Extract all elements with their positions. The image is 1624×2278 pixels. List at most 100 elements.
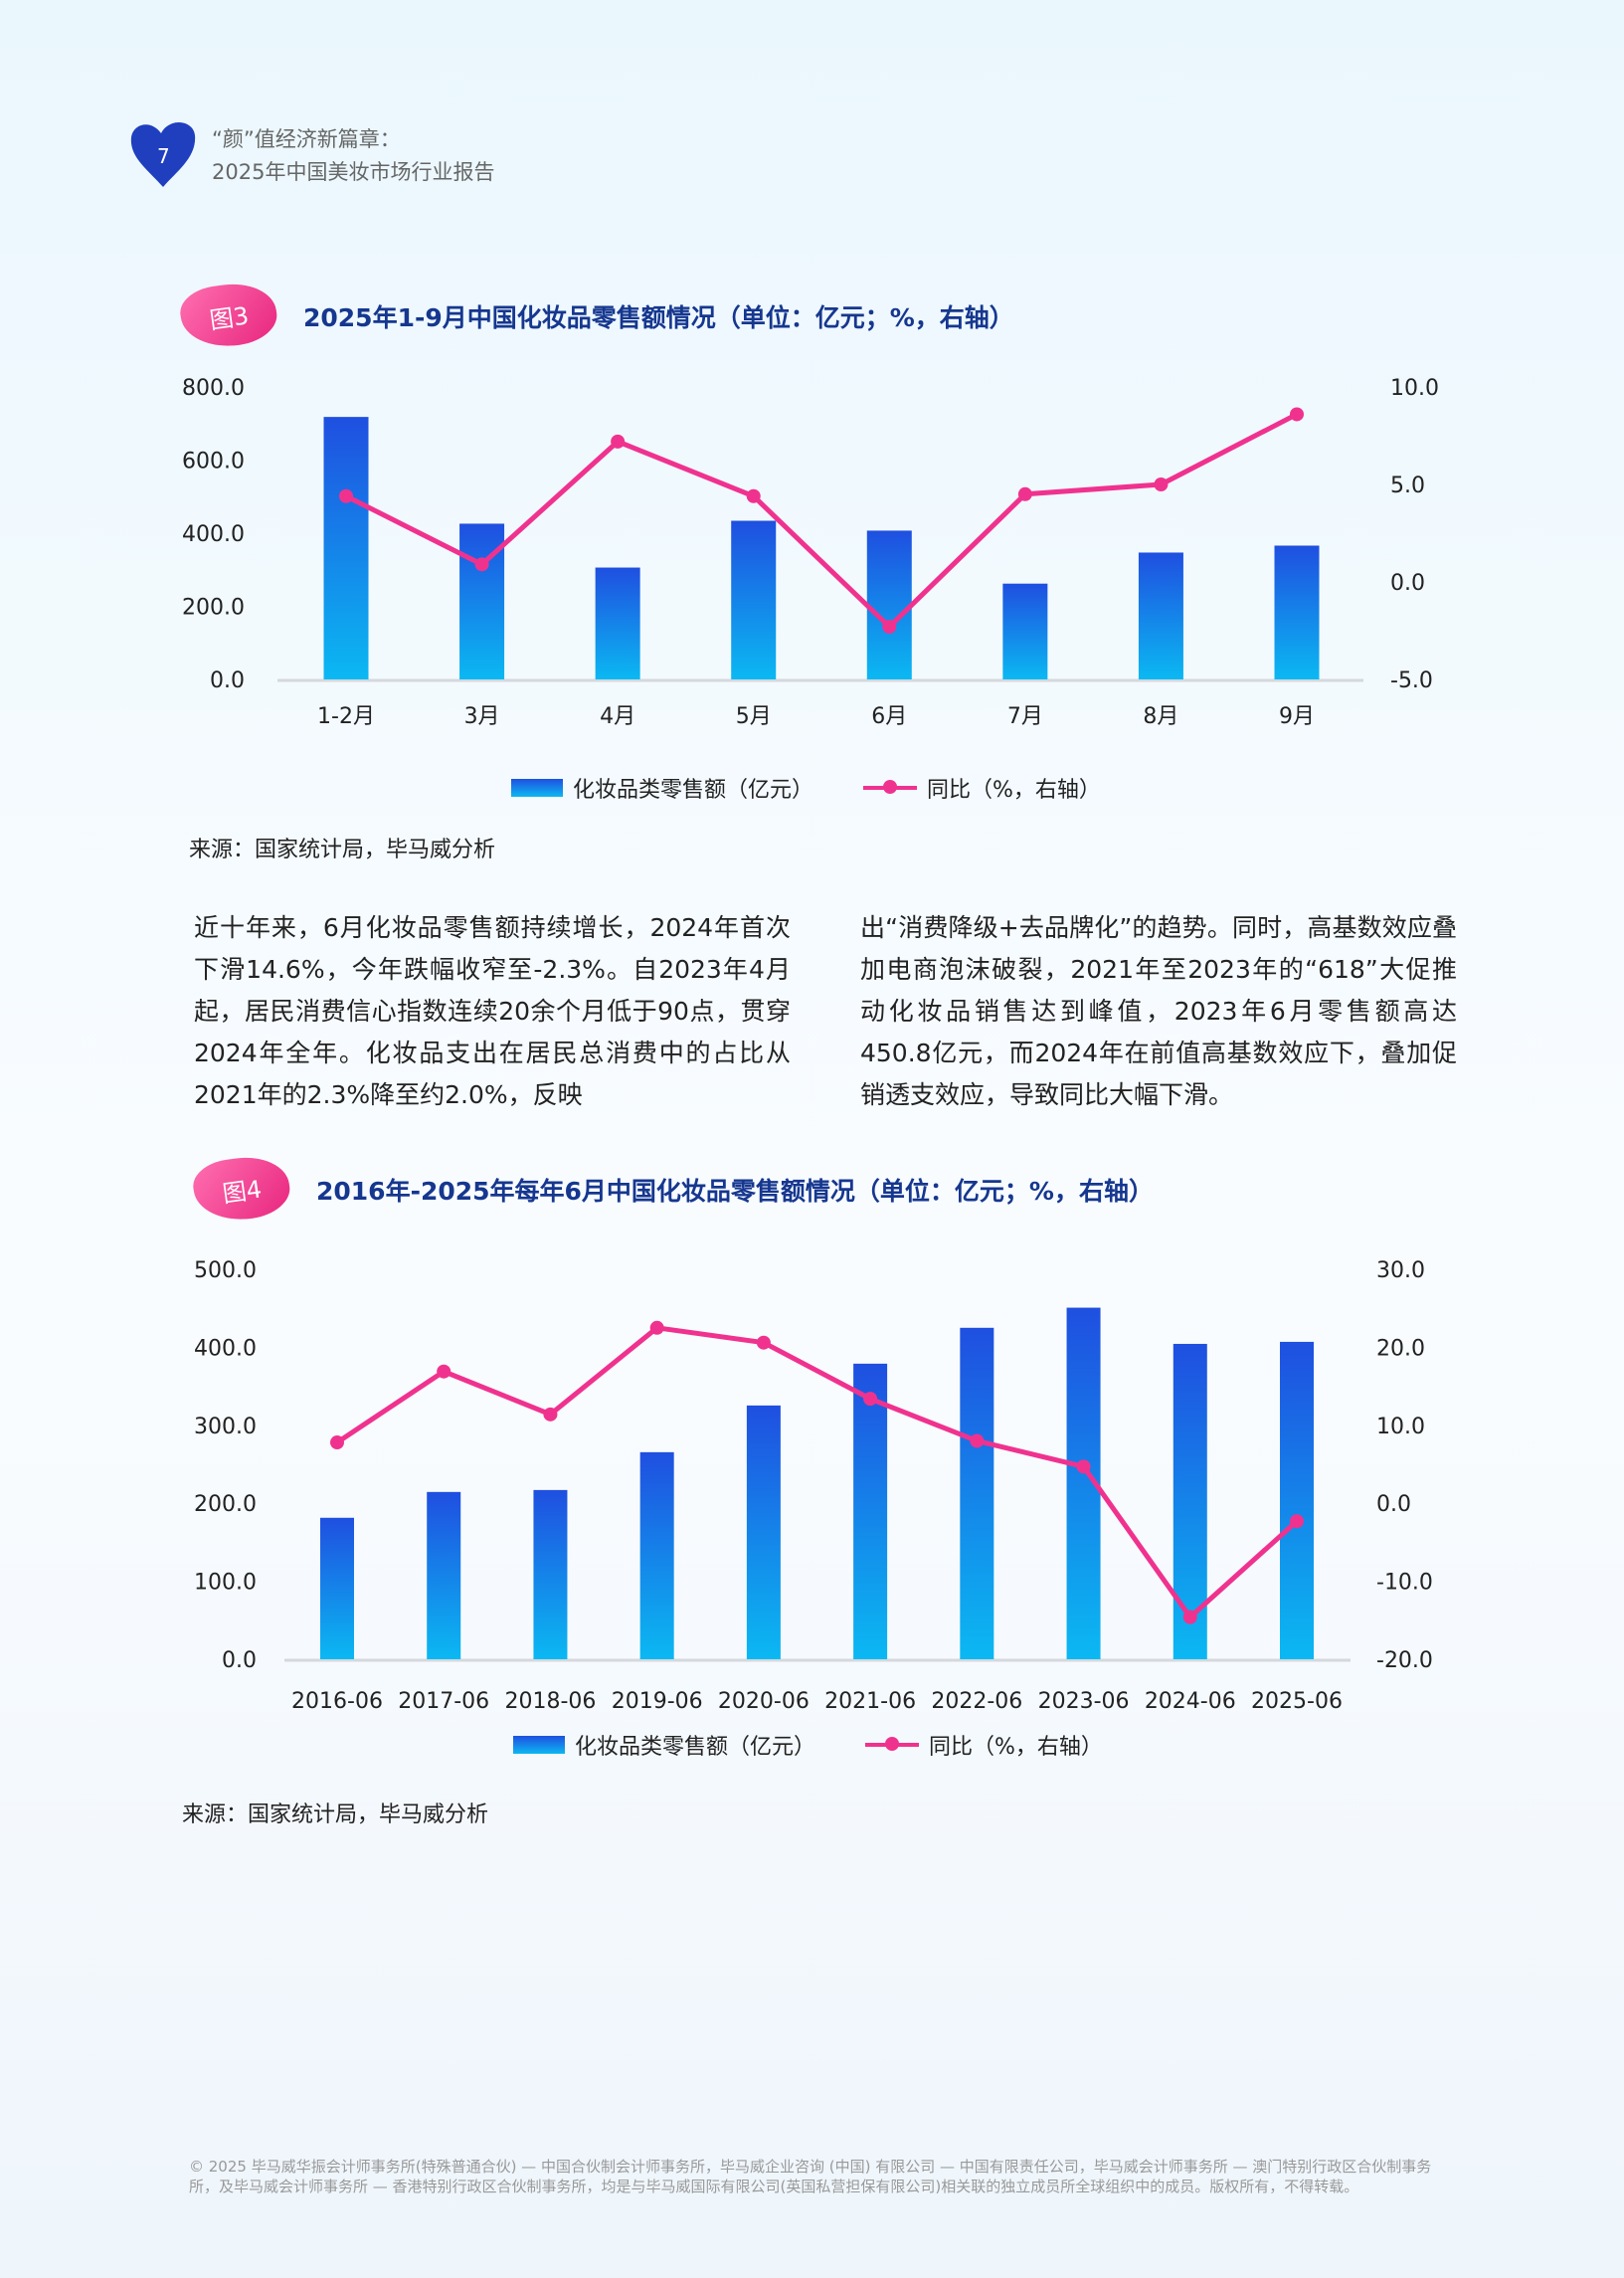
bar bbox=[746, 1405, 781, 1659]
bar bbox=[427, 1491, 461, 1659]
legend-bar-label: 化妆品类零售额（亿元） bbox=[575, 1735, 816, 1760]
yoy-point bbox=[649, 1320, 664, 1335]
yoy-point bbox=[474, 557, 489, 572]
left-axis-tick-label: 300.0 bbox=[194, 1415, 257, 1439]
legend-bar-swatch bbox=[513, 1736, 565, 1754]
figure4-legend: 化妆品类零售额（亿元） 同比（%，右轴） bbox=[513, 1729, 1103, 1761]
x-axis-tick-label: 4月 bbox=[600, 704, 635, 729]
legend-line-label: 同比（%，右轴） bbox=[927, 778, 1101, 803]
right-axis-tick-label: 10.0 bbox=[1390, 376, 1439, 401]
header-title-line2: 2025年中国美妆市场行业报告 bbox=[212, 160, 495, 184]
x-axis-tick-label: 2020-06 bbox=[718, 1689, 810, 1714]
yoy-point bbox=[339, 488, 353, 503]
yoy-point bbox=[543, 1407, 558, 1422]
right-axis-tick-label: -5.0 bbox=[1390, 668, 1433, 693]
figure4-source: 来源：国家统计局，毕马威分析 bbox=[182, 1803, 489, 1827]
left-axis-tick-label: 0.0 bbox=[222, 1648, 257, 1673]
x-axis-tick-label: 2022-06 bbox=[931, 1689, 1022, 1714]
x-axis-tick-label: 1-2月 bbox=[317, 704, 375, 729]
x-axis-tick-label: 7月 bbox=[1007, 704, 1043, 729]
x-axis-tick-label: 2025-06 bbox=[1251, 1689, 1343, 1714]
legend-line-swatch bbox=[865, 1737, 920, 1751]
bar bbox=[639, 1451, 674, 1659]
right-axis-tick-label: 0.0 bbox=[1376, 1492, 1411, 1517]
right-axis-tick-label: 0.0 bbox=[1390, 571, 1425, 596]
x-axis-tick-label: 2023-06 bbox=[1038, 1689, 1130, 1714]
bar bbox=[1274, 545, 1320, 679]
yoy-point bbox=[756, 1335, 771, 1350]
bar bbox=[1280, 1341, 1314, 1659]
figure3-chart: 0.0 200.0 400.0 600.0 800.0 -5.0 0.0 5.0 10.0 1-2… bbox=[182, 376, 1439, 729]
yoy-point bbox=[1290, 1514, 1304, 1529]
yoy-point bbox=[1076, 1459, 1091, 1474]
bar bbox=[323, 417, 369, 679]
legend-bar-label: 化妆品类零售额（亿元） bbox=[573, 778, 814, 803]
left-axis-tick-label: 500.0 bbox=[194, 1258, 257, 1283]
figure4-badge: 图4 bbox=[190, 1151, 293, 1227]
bar bbox=[1138, 552, 1183, 679]
left-axis-tick-label: 800.0 bbox=[182, 376, 245, 401]
right-axis-tick-label: 20.0 bbox=[1376, 1336, 1425, 1361]
body-paragraph-right: 出“消费降级+去品牌化”的趋势。同时，高基数效应叠加电商泡沫破裂，2021年至2… bbox=[860, 913, 1457, 1109]
yoy-point bbox=[970, 1433, 985, 1448]
left-axis-tick-label: 400.0 bbox=[194, 1336, 257, 1361]
left-axis-tick-label: 100.0 bbox=[194, 1571, 257, 1596]
figure3-badge: 图3 bbox=[177, 278, 280, 353]
figure4-title: 2016年-2025年每年6月中国化妆品零售额情况（单位：亿元；%，右轴） bbox=[316, 1177, 1154, 1206]
yoy-point bbox=[330, 1435, 344, 1450]
left-axis-tick-label: 200.0 bbox=[194, 1492, 257, 1517]
legend-line-swatch bbox=[863, 780, 918, 794]
right-axis-tick-label: -10.0 bbox=[1376, 1571, 1433, 1596]
legend-bar-swatch bbox=[511, 779, 563, 797]
yoy-point bbox=[1182, 1610, 1197, 1624]
yoy-point bbox=[1290, 407, 1304, 422]
yoy-point bbox=[611, 434, 626, 449]
x-axis-tick-label: 5月 bbox=[736, 704, 772, 729]
x-axis-tick-label: 2017-06 bbox=[398, 1689, 489, 1714]
left-axis-tick-label: 200.0 bbox=[182, 596, 245, 621]
x-axis-tick-label: 8月 bbox=[1143, 704, 1178, 729]
yoy-point bbox=[1154, 477, 1169, 491]
x-axis-tick-label: 6月 bbox=[871, 704, 907, 729]
yoy-point bbox=[437, 1364, 451, 1379]
bar bbox=[320, 1517, 354, 1659]
x-axis-tick-label: 2018-06 bbox=[504, 1689, 596, 1714]
bar bbox=[595, 567, 640, 679]
bar bbox=[853, 1363, 888, 1659]
yoy-point bbox=[863, 1392, 878, 1407]
bar bbox=[1002, 583, 1048, 679]
header-title-line1: “颜”值经济新篇章： bbox=[212, 127, 401, 151]
x-axis-tick-label: 2019-06 bbox=[612, 1689, 703, 1714]
heart-logo-icon: 7 bbox=[130, 121, 196, 187]
x-axis-tick-label: 2021-06 bbox=[824, 1689, 916, 1714]
x-axis-tick-label: 9月 bbox=[1279, 704, 1315, 729]
report-header: “颜”值经济新篇章： 2025年中国美妆市场行业报告 bbox=[212, 123, 494, 189]
x-axis-tick-label: 2016-06 bbox=[291, 1689, 383, 1714]
page-number: 7 bbox=[157, 144, 170, 168]
right-axis-tick-label: 5.0 bbox=[1390, 474, 1425, 498]
yoy-point bbox=[882, 620, 897, 635]
figure3-legend: 化妆品类零售额（亿元） 同比（%，右轴） bbox=[511, 772, 1101, 804]
x-axis-tick-label: 3月 bbox=[464, 704, 500, 729]
figure3-source: 来源：国家统计局，毕马威分析 bbox=[189, 838, 496, 862]
bar bbox=[533, 1489, 568, 1659]
left-axis-tick-label: 600.0 bbox=[182, 450, 245, 475]
left-axis-tick-label: 0.0 bbox=[210, 668, 245, 693]
left-axis-tick-label: 400.0 bbox=[182, 522, 245, 547]
yoy-line bbox=[335, 1325, 1299, 1620]
copyright-footer: © 2025 毕马威华振会计师事务所(特殊普通合伙) — 中国合伙制会计师事务所… bbox=[189, 2158, 1432, 2195]
body-paragraph-left: 近十年来，6月化妆品零售额持续增长，2024年首次下滑14.6%，今年跌幅收窄至… bbox=[194, 913, 791, 1109]
yoy-line bbox=[344, 412, 1299, 630]
bar bbox=[866, 530, 912, 679]
legend-line-label: 同比（%，右轴） bbox=[929, 1735, 1103, 1760]
bar bbox=[731, 520, 777, 679]
yoy-point bbox=[746, 488, 761, 503]
right-axis-tick-label: 10.0 bbox=[1376, 1415, 1425, 1439]
figure3-title: 2025年1-9月中国化妆品零售额情况（单位：亿元；%，右轴） bbox=[303, 303, 1014, 332]
yoy-point bbox=[1017, 486, 1032, 501]
right-axis-tick-label: 30.0 bbox=[1376, 1258, 1425, 1283]
right-axis-tick-label: -20.0 bbox=[1376, 1648, 1433, 1673]
bar bbox=[960, 1327, 994, 1659]
figure4-chart: 0.0 100.0 200.0 300.0 400.0 500.0 -20.0 -10.0 0.… bbox=[194, 1258, 1433, 1714]
x-axis-tick-label: 2024-06 bbox=[1145, 1689, 1236, 1714]
